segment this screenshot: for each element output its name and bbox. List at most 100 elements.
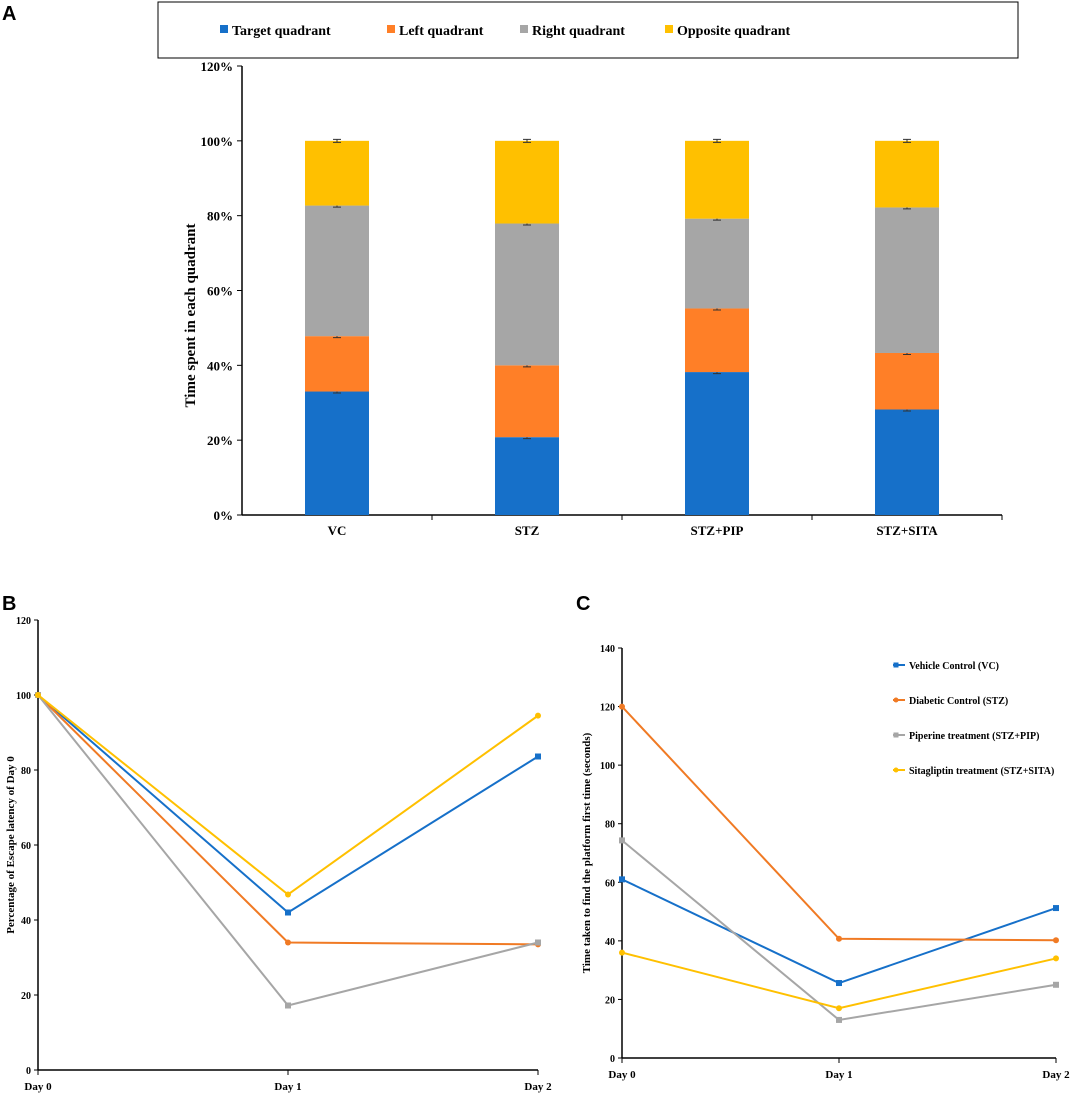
legend-label-piperine-treatment-stz-pip: Piperine treatment (STZ+PIP) <box>909 731 1040 742</box>
series-sitagliptin-treatment-stz-sita <box>35 692 541 898</box>
legend-marker-diabetic-control-stz <box>893 697 899 703</box>
y-tick-label: 0 <box>610 1054 615 1065</box>
legend-label-sitagliptin-treatment-stz-sita: Sitagliptin treatment (STZ+SITA) <box>909 766 1054 777</box>
x-tick-label-day-0: Day 0 <box>608 1069 636 1081</box>
y-tick-label: 60 <box>21 841 31 852</box>
x-tick-label-day-0: Day 0 <box>24 1081 52 1093</box>
point-piperine-treatment-stz-pip-day-2 <box>1053 981 1059 988</box>
series-piperine-treatment-stz-pip <box>619 837 1059 1023</box>
y-tick-label: 20 <box>605 995 615 1006</box>
bar-stz-pip-opposite-quadrant <box>685 140 749 219</box>
y-tick-label: 20% <box>207 433 233 448</box>
legend-swatch-opposite-quadrant <box>665 25 673 33</box>
x-tick-label-day-2: Day 2 <box>1042 1069 1070 1081</box>
legend-label-opposite-quadrant: Opposite quadrant <box>677 24 791 39</box>
bar-vc-left-quadrant <box>305 336 369 392</box>
series-line-sitagliptin-treatment-stz-sita <box>37 694 539 896</box>
series-sitagliptin-treatment-stz-sita <box>619 949 1059 1012</box>
y-tick-label: 0% <box>214 508 234 523</box>
escape-latency-line-chart: 0 20 40 60 80 100 120 Day 0 Day 1 Day 2 Percentage… <box>5 616 552 1093</box>
legend-marker-vehicle-control-vc <box>893 662 899 668</box>
panel-label-a: A <box>2 3 16 25</box>
legend-label-target-quadrant: Target quadrant <box>232 24 331 39</box>
y-tick-label: 60 <box>605 878 615 889</box>
x-tick-label-stz-pip: STZ+PIP <box>691 523 744 538</box>
series-vehicle-control-vc <box>35 692 541 916</box>
bar-stz-pip-right-quadrant <box>685 218 749 309</box>
x-tick-label-vc: VC <box>328 523 347 538</box>
y-tick-label: 100 <box>16 691 31 702</box>
series-line-vehicle-control-vc <box>37 694 539 914</box>
y-tick-label: 120 <box>600 703 615 714</box>
y-tick-label: 20 <box>21 991 31 1002</box>
y-tick-label: 100% <box>201 134 234 149</box>
point-sitagliptin-treatment-stz-sita-day-0 <box>619 949 625 956</box>
legend-swatch-target-quadrant <box>220 25 228 33</box>
point-diabetic-control-stz-day-0 <box>619 703 625 710</box>
point-sitagliptin-treatment-stz-sita-day-2 <box>1053 955 1059 962</box>
y-tick-label: 60% <box>207 284 233 299</box>
point-vehicle-control-vc-day-1 <box>285 909 291 916</box>
legend: Vehicle Control (VC) Diabetic Control (ST… <box>893 661 1054 777</box>
y-tick-label: 80% <box>207 209 233 224</box>
bar-stz-right-quadrant <box>495 223 559 366</box>
bar-stz-opposite-quadrant <box>495 140 559 224</box>
point-sitagliptin-treatment-stz-sita-day-1 <box>836 1005 842 1012</box>
y-tick-label: 40 <box>21 916 31 927</box>
error-bar <box>903 138 911 143</box>
series-vehicle-control-vc <box>619 876 1059 987</box>
bar-stz-target-quadrant <box>495 437 559 515</box>
y-tick-label: 80 <box>21 766 31 777</box>
point-vehicle-control-vc-day-1 <box>836 980 842 987</box>
point-vehicle-control-vc-day-0 <box>619 876 625 883</box>
legend: Target quadrant Left quadrant Right quadra… <box>157 1 1019 59</box>
bar-stz-sita-left-quadrant <box>875 352 939 410</box>
bar-stz-sita-opposite-quadrant <box>875 140 939 208</box>
bar-vc-right-quadrant <box>305 205 369 337</box>
y-tick-label: 120 <box>16 616 31 627</box>
y-axis-title: Time spent in each quadrant <box>183 224 199 408</box>
legend-swatch-left-quadrant <box>387 25 395 33</box>
legend-marker-sitagliptin-treatment-stz-sita <box>893 767 899 773</box>
platform-time-line-chart: 0 20 40 60 80 100 120 140 Day 0 Day 1 Day 2 Time ta… <box>581 644 1070 1081</box>
x-tick-label-day-2: Day 2 <box>524 1081 552 1093</box>
point-sitagliptin-treatment-stz-sita-day-1 <box>285 891 291 898</box>
y-tick-label: 0 <box>26 1066 31 1077</box>
y-tick-label: 140 <box>600 644 615 655</box>
bar-stz-left-quadrant <box>495 365 559 438</box>
point-vehicle-control-vc-day-2 <box>535 753 541 760</box>
y-tick-label: 40% <box>207 358 233 373</box>
point-diabetic-control-stz-day-2 <box>1053 937 1059 944</box>
series-line-diabetic-control-stz <box>37 694 539 946</box>
panel-label-c: C <box>576 593 590 615</box>
x-tick-label-stz-sita: STZ+SITA <box>876 523 938 538</box>
error-bar <box>333 138 341 143</box>
y-tick-label: 80 <box>605 820 615 831</box>
bar-stz-sita-right-quadrant <box>875 207 939 353</box>
series-line-piperine-treatment-stz-pip <box>37 694 539 1007</box>
x-tick-label-day-1: Day 1 <box>825 1069 852 1081</box>
bar-vc-opposite-quadrant <box>305 140 369 206</box>
legend-label-left-quadrant: Left quadrant <box>399 24 484 39</box>
stacked-bar-chart: Target quadrant Left quadrant Right quadra… <box>157 1 1019 538</box>
point-vehicle-control-vc-day-2 <box>1053 905 1059 912</box>
y-tick-label: 120% <box>201 59 234 74</box>
point-sitagliptin-treatment-stz-sita-day-2 <box>535 712 541 719</box>
bar-stz-pip-target-quadrant <box>685 372 749 515</box>
bar-stz-pip-left-quadrant <box>685 308 749 373</box>
legend-label-right-quadrant: Right quadrant <box>532 24 625 39</box>
point-sitagliptin-treatment-stz-sita-day-0 <box>35 692 41 698</box>
x-tick-label-stz: STZ <box>515 523 540 538</box>
x-tick-label-day-1: Day 1 <box>274 1081 301 1093</box>
legend-frame <box>157 1 1019 59</box>
y-tick-label: 40 <box>605 937 615 948</box>
point-piperine-treatment-stz-pip-day-2 <box>535 939 541 946</box>
point-piperine-treatment-stz-pip-day-1 <box>836 1016 842 1023</box>
legend-swatch-right-quadrant <box>520 25 528 33</box>
point-piperine-treatment-stz-pip-day-1 <box>285 1002 291 1009</box>
error-bar <box>713 138 721 143</box>
legend-label-diabetic-control-stz: Diabetic Control (STZ) <box>909 696 1008 707</box>
y-axis-title: Percentage of Escape latency of Day 0 <box>5 756 17 934</box>
y-tick-label: 100 <box>600 761 615 772</box>
